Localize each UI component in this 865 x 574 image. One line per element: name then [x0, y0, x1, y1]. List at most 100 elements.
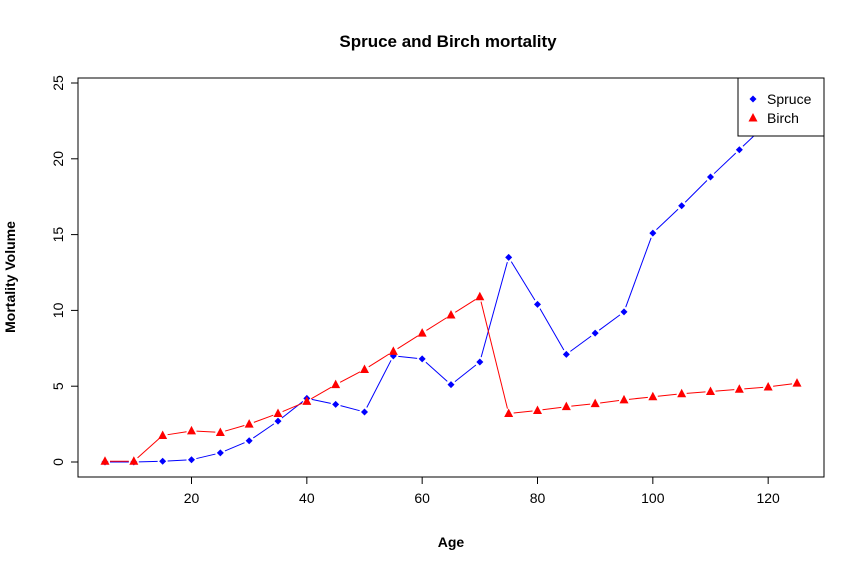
spruce-line-segment — [598, 314, 621, 331]
spruce-point — [505, 253, 513, 261]
birch-point — [129, 456, 139, 465]
spruce-point — [678, 202, 686, 210]
legend: Spruce Birch — [737, 77, 825, 137]
series-layer — [100, 91, 802, 466]
birch-point — [100, 456, 110, 465]
spruce-line-segment — [510, 261, 536, 301]
spruce-point — [591, 329, 599, 337]
birch-point — [244, 419, 254, 428]
birch-legend-marker — [748, 113, 758, 122]
spruce-line-segment — [625, 237, 652, 308]
spruce-point — [447, 381, 455, 389]
x-axis-label: Age — [438, 534, 465, 550]
spruce-line-segment — [454, 364, 477, 382]
birch-point — [360, 364, 369, 374]
birch-line-segment — [686, 391, 706, 394]
birch-line-segment — [253, 414, 274, 423]
spruce-line-segment — [656, 208, 679, 231]
birch-line-segment — [628, 396, 648, 400]
birch-point — [388, 346, 398, 355]
spruce-point — [274, 417, 282, 425]
plot-frame — [77, 77, 825, 478]
birch-line-segment — [196, 430, 216, 433]
birch-point — [706, 386, 715, 396]
y-tick-label: 10 — [50, 302, 66, 318]
birch-point — [533, 405, 542, 414]
y-axis: 0 5 10 15 20 25 — [50, 75, 79, 466]
x-axis: 20 40 60 80 100 120 — [184, 476, 780, 506]
birch-point — [158, 430, 168, 439]
birch-point — [734, 384, 744, 393]
birch-line-segment — [397, 335, 419, 350]
birch-legend-label: Birch — [767, 110, 799, 126]
birch-point — [648, 391, 658, 401]
y-tick-label: 25 — [50, 75, 66, 91]
spruce-line-segment — [311, 398, 331, 404]
y-axis-label: Mortality Volume — [2, 221, 18, 333]
spruce-point — [332, 400, 340, 408]
x-tick-label: 120 — [756, 490, 780, 506]
y-tick-label: 0 — [50, 458, 66, 466]
birch-line-segment — [773, 383, 793, 387]
birch-series — [100, 291, 802, 465]
birch-point — [763, 381, 773, 391]
spruce-line-segment — [196, 453, 216, 460]
birch-point — [504, 408, 514, 417]
spruce-point — [216, 449, 224, 457]
chart-title: Spruce and Birch mortality — [339, 32, 557, 51]
spruce-point — [534, 300, 541, 308]
spruce-series — [101, 91, 801, 466]
birch-line-segment — [513, 410, 533, 414]
birch-line-segment — [744, 386, 764, 390]
spruce-line-segment — [340, 405, 360, 412]
spruce-point — [159, 457, 167, 465]
birch-point — [331, 379, 341, 389]
x-tick-label: 60 — [414, 490, 430, 506]
birch-point — [417, 328, 427, 337]
birch-line-segment — [542, 406, 562, 411]
birch-point — [215, 427, 225, 436]
y-tick-label: 20 — [50, 151, 66, 167]
spruce-line-segment — [539, 308, 565, 351]
spruce-line-segment — [684, 180, 708, 203]
birch-point — [273, 408, 283, 417]
birch-line-segment — [137, 438, 160, 459]
birch-line-segment — [600, 399, 620, 404]
x-tick-label: 40 — [299, 490, 315, 506]
spruce-legend-marker — [749, 95, 757, 103]
birch-line-segment — [657, 393, 677, 397]
birch-point — [792, 378, 802, 387]
birch-point — [302, 396, 312, 405]
x-tick-label: 20 — [184, 490, 200, 506]
spruce-line-segment — [366, 360, 392, 408]
spruce-line-segment — [480, 262, 508, 358]
birch-line-segment — [167, 431, 187, 436]
birch-point — [590, 398, 600, 408]
spruce-point — [735, 146, 743, 154]
birch-line-segment — [480, 301, 508, 409]
spruce-point — [649, 229, 657, 237]
spruce-legend-label: Spruce — [767, 91, 812, 107]
spruce-line-segment — [224, 442, 245, 452]
birch-line-segment — [715, 389, 735, 392]
birch-line-segment — [282, 402, 303, 413]
birch-line-segment — [339, 371, 361, 383]
y-tick-label: 5 — [50, 382, 66, 390]
spruce-point — [562, 350, 570, 358]
spruce-line-segment — [713, 152, 737, 174]
birch-point — [475, 291, 485, 301]
birch-point — [619, 394, 629, 404]
spruce-point — [620, 308, 628, 316]
spruce-point — [707, 173, 714, 181]
birch-point — [561, 401, 571, 411]
spruce-line-segment — [425, 361, 448, 382]
spruce-point — [418, 355, 426, 363]
birch-point — [187, 425, 196, 435]
y-tick-label: 15 — [50, 227, 66, 243]
spruce-line-segment — [167, 459, 187, 462]
birch-line-segment — [426, 317, 448, 331]
birch-line-segment — [310, 386, 332, 400]
spruce-line-segment — [253, 423, 275, 439]
birch-line-segment — [454, 299, 476, 313]
